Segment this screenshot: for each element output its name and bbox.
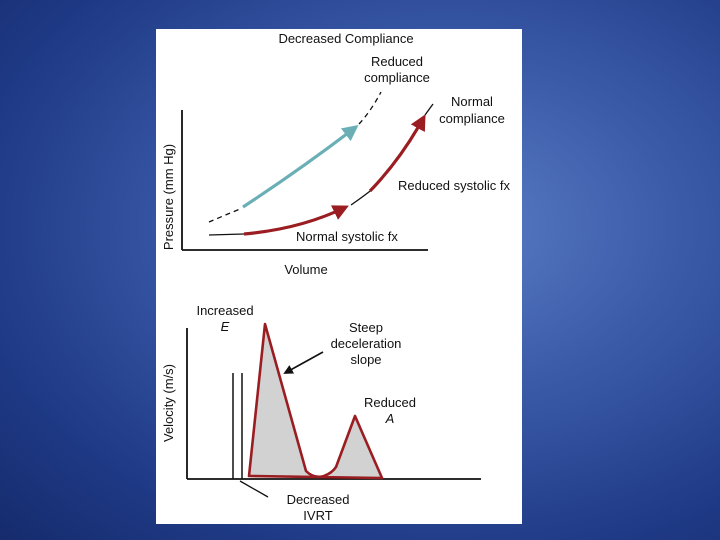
reduced-systolic-arrow [368, 114, 426, 193]
reduced-compliance-arrow [242, 125, 359, 209]
bottom-y-axis-label: Velocity (m/s) [161, 364, 176, 442]
decreased-ivrt-label-2: IVRT [303, 508, 332, 523]
steep-slope-label-1: Steep [349, 320, 383, 335]
reduced-a-label-2: A [385, 411, 395, 426]
top-diagram-title: Decreased Compliance [278, 31, 413, 46]
reduced-a-label-1: Reduced [364, 395, 416, 410]
steep-slope-pointer [283, 351, 324, 374]
increased-e-label-2: E [221, 319, 230, 334]
normal-compliance-end [424, 103, 434, 116]
reduced-compliance-label-1: Reduced [371, 54, 423, 69]
normal-systolic-arrow [243, 205, 349, 236]
increased-e-label-1: Increased [196, 303, 253, 318]
mitral-inflow-waveform [247, 322, 384, 480]
compliance-figure: Decreased Compliance Pressure (mm Hg) Vo… [161, 31, 510, 523]
normal-systolic-label: Normal systolic fx [296, 229, 398, 244]
top-x-axis-label: Volume [284, 262, 327, 277]
ivrt-pointer [239, 480, 269, 498]
reduced-compliance-dashed-start [208, 208, 241, 223]
reduced-systolic-label: Reduced systolic fx [398, 178, 510, 193]
decreased-ivrt-label-1: Decreased [287, 492, 350, 507]
steep-slope-label-2: deceleration [331, 336, 402, 351]
reduced-compliance-dashed-end [358, 91, 382, 125]
steep-slope-label-3: slope [350, 352, 381, 367]
figure-panel: Decreased Compliance Pressure (mm Hg) Vo… [156, 29, 522, 524]
normal-compliance-start [208, 233, 245, 236]
normal-compliance-label-1: Normal [451, 94, 493, 109]
reduced-compliance-label-2: compliance [364, 70, 430, 85]
top-y-axis-label: Pressure (mm Hg) [161, 144, 176, 250]
normal-compliance-label-2: compliance [439, 111, 505, 126]
